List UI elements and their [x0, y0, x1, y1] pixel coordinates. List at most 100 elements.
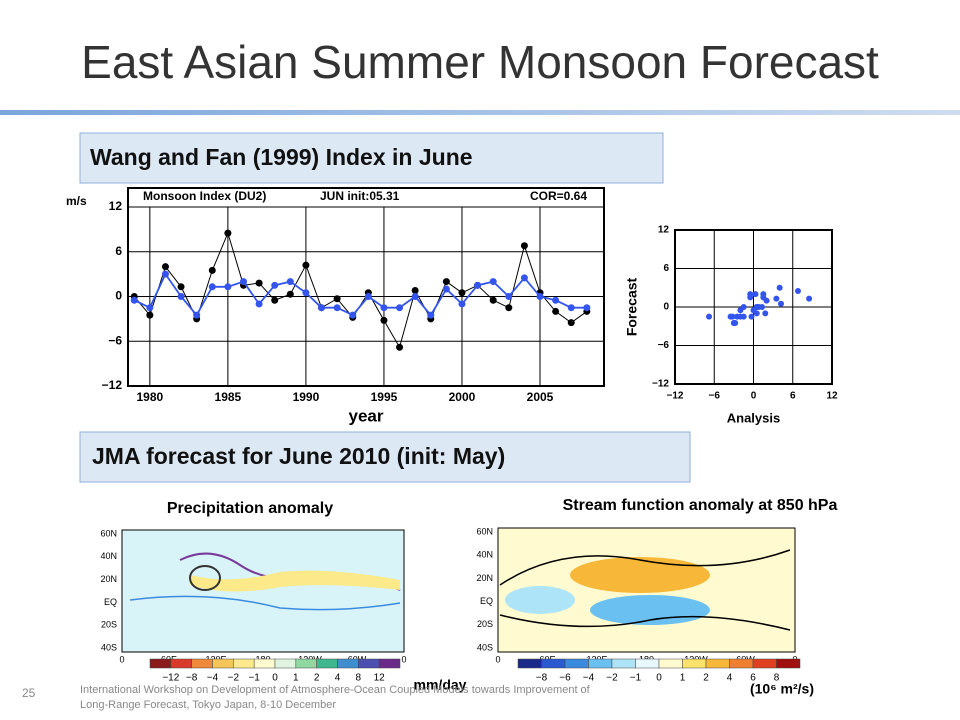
data-point	[349, 311, 357, 319]
data-point	[364, 293, 372, 300]
colorbar-unit: mm/day	[414, 677, 467, 693]
colorbar-swatch	[295, 658, 317, 669]
lat-label: EQ	[480, 596, 493, 606]
colorbar-label: 8	[356, 673, 362, 684]
x-tick-label: 1980	[136, 390, 163, 404]
data-point	[177, 293, 185, 300]
data-point	[396, 304, 404, 312]
colorbar-swatch	[316, 658, 338, 669]
colorbar-label: 0	[656, 673, 662, 684]
scatter-point	[794, 287, 801, 294]
plot-frame	[127, 187, 605, 387]
colorbar-swatch	[378, 658, 401, 669]
data-point	[380, 316, 388, 324]
data-point	[442, 285, 450, 293]
colorbar-label: 1	[293, 673, 299, 684]
lat-label: 20N	[100, 574, 117, 584]
data-point	[255, 279, 263, 287]
scatter-point	[762, 310, 769, 317]
colorbar-label: −6	[559, 673, 571, 684]
colorbar-label: 12	[374, 673, 386, 684]
y-tick-label: 12	[109, 199, 123, 213]
x-tick-label: 2005	[527, 390, 554, 404]
y-tick-label: 6	[115, 244, 122, 258]
colorbar-label: −8	[186, 673, 198, 684]
data-point	[177, 283, 185, 291]
chart-title: Monsoon Index (DU2)	[143, 189, 266, 203]
data-point	[318, 304, 326, 312]
y-tick-label: −12	[102, 378, 123, 392]
colorbar-swatch	[752, 658, 777, 669]
scatter-point	[730, 320, 737, 327]
colorbar-label: 6	[750, 673, 756, 684]
data-point	[208, 283, 216, 291]
chart-subtitle: JUN init:05.31	[320, 189, 400, 203]
colorbar-swatch	[635, 658, 660, 669]
x-tick-label: −6	[709, 391, 721, 402]
heading-box	[79, 431, 691, 483]
colorbar-swatch	[658, 658, 683, 669]
lat-label: 60N	[100, 528, 117, 538]
colorbar-label: −1	[248, 673, 260, 684]
colorbar-swatch	[729, 658, 754, 669]
title-rule	[0, 110, 960, 115]
data-point	[489, 278, 497, 286]
data-point	[520, 242, 528, 250]
lat-label: EQ	[104, 597, 117, 607]
colorbar-label: 4	[727, 673, 733, 684]
x-tick-label: 0	[751, 391, 757, 402]
data-point	[161, 270, 169, 278]
lat-label: 40N	[476, 550, 493, 560]
colorbar-swatch	[337, 658, 359, 669]
data-point	[224, 283, 232, 291]
data-point	[271, 281, 279, 289]
page-number: 25	[22, 686, 36, 700]
x-tick-label: 1990	[293, 390, 320, 404]
data-point	[458, 300, 466, 308]
data-point	[286, 290, 294, 298]
data-point	[583, 304, 591, 312]
data-point	[427, 311, 435, 319]
data-point	[411, 293, 419, 300]
colorbar-label: 2	[314, 673, 320, 684]
x-tick-label: 2000	[449, 390, 476, 404]
colorbar-swatch	[253, 658, 276, 669]
data-point	[505, 304, 513, 312]
y-tick-label: 12	[658, 225, 670, 236]
colorbar-label: −4	[207, 673, 219, 684]
scatter-point	[777, 300, 784, 307]
data-point	[271, 296, 279, 304]
data-point	[567, 304, 575, 312]
scatter-point	[776, 284, 783, 291]
data-point	[161, 263, 169, 271]
colorbar-label: −8	[536, 673, 548, 684]
data-point	[255, 300, 263, 308]
scatter-point	[753, 310, 760, 317]
data-point	[333, 295, 341, 303]
lat-label: 20N	[476, 573, 493, 583]
scatter-point	[773, 295, 780, 302]
slide-title: East Asian Summer Monsoon Forecast	[81, 36, 879, 88]
footer-text: Long-Range Forecast, Tokyo Japan, 8-10 D…	[80, 699, 336, 711]
colorbar-label: −4	[583, 673, 595, 684]
data-point	[411, 287, 419, 295]
lat-label: 40S	[101, 642, 117, 652]
y-tick-label: −12	[652, 379, 669, 390]
y-tick-label: 0	[115, 289, 122, 303]
y-axis-label: Forecast	[624, 277, 640, 336]
y-tick-label: 0	[663, 302, 669, 313]
data-point	[396, 343, 404, 351]
data-point	[489, 296, 497, 304]
colorbar-swatch	[517, 658, 542, 669]
scatter-point	[806, 295, 813, 302]
y-tick-label: −6	[658, 340, 670, 351]
x-tick-label: 1985	[215, 390, 242, 404]
colorbar-swatch	[233, 658, 255, 669]
colorbar-label: −2	[228, 673, 240, 684]
colorbar-label: 1	[680, 673, 686, 684]
series-line	[133, 272, 587, 317]
map-title: Precipitation anomaly	[167, 500, 333, 517]
scatter-point	[706, 313, 713, 320]
data-point	[208, 266, 216, 274]
